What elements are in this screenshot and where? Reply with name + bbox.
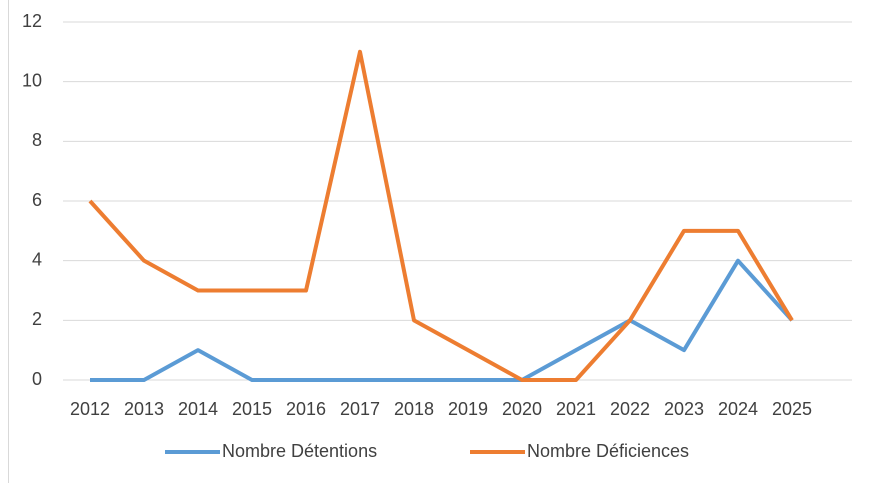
- y-tick-label: 0: [32, 369, 42, 389]
- y-tick-label: 12: [22, 11, 42, 31]
- y-tick-label: 2: [32, 309, 42, 329]
- x-tick-label: 2025: [772, 399, 812, 419]
- x-tick-label: 2015: [232, 399, 272, 419]
- x-tick-label: 2019: [448, 399, 488, 419]
- y-tick-label: 4: [32, 249, 42, 269]
- x-tick-label: 2022: [610, 399, 650, 419]
- x-tick-label: 2023: [664, 399, 704, 419]
- legend-label: Nombre Détentions: [222, 441, 377, 461]
- x-tick-label: 2024: [718, 399, 758, 419]
- legend-label: Nombre Déficiences: [527, 441, 689, 461]
- chart-border: [8, 0, 9, 483]
- x-tick-label: 2018: [394, 399, 434, 419]
- x-tick-label: 2013: [124, 399, 164, 419]
- x-tick-label: 2020: [502, 399, 542, 419]
- y-tick-label: 8: [32, 130, 42, 150]
- y-tick-label: 10: [22, 70, 42, 90]
- x-tick-label: 2021: [556, 399, 596, 419]
- y-tick-label: 6: [32, 190, 42, 210]
- series-line: [88, 49, 794, 382]
- x-tick-label: 2012: [70, 399, 110, 419]
- series-line: [90, 258, 794, 382]
- x-tick-label: 2017: [340, 399, 380, 419]
- x-tick-label: 2014: [178, 399, 218, 419]
- x-tick-label: 2016: [286, 399, 326, 419]
